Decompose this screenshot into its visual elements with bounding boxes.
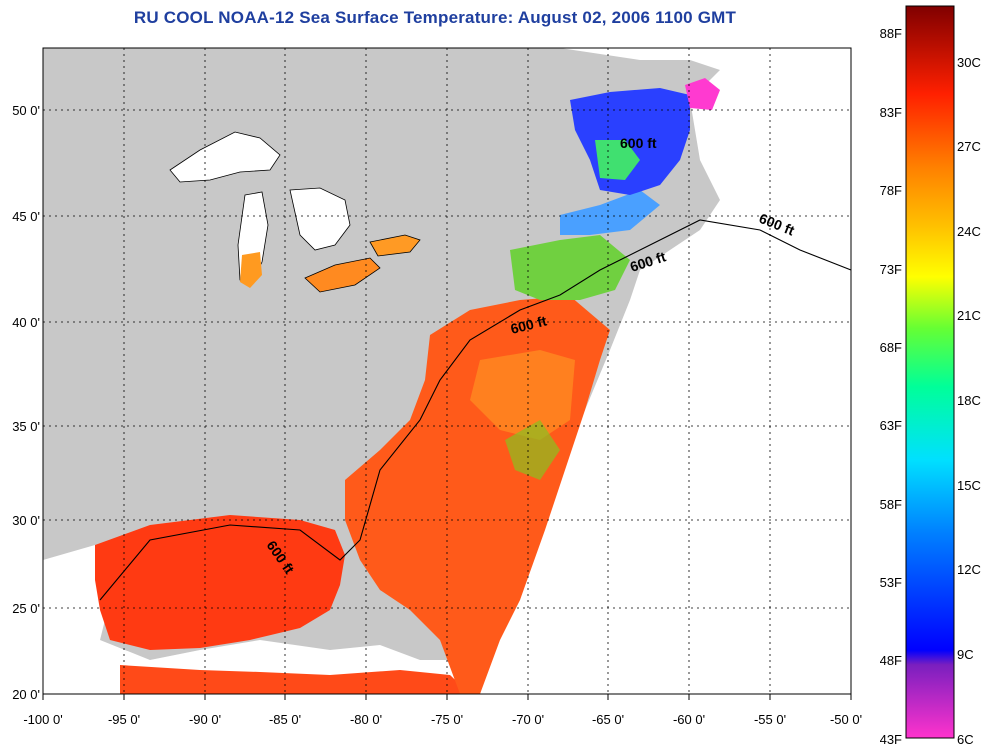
- lon-label: -60 0': [673, 712, 705, 727]
- colorbar-f-label: 78F: [880, 183, 902, 198]
- colorbar-c-label: 12C: [957, 562, 981, 577]
- colorbar-f-label: 58F: [880, 497, 902, 512]
- colorbar-gradient: [905, 5, 955, 739]
- st-lawrence-green: [595, 140, 640, 180]
- graticule: [43, 48, 851, 694]
- colorbar-f-label: 68F: [880, 340, 902, 355]
- lon-label: -75 0': [431, 712, 463, 727]
- sst-map: 600 ft 600 ft 600 ft 600 ft 600 ft -100 …: [12, 47, 862, 727]
- colorbar-c-label: 9C: [957, 647, 974, 662]
- lon-label: -100 0': [23, 712, 62, 727]
- lat-label: 50 0': [12, 103, 40, 118]
- colorbar-c-label: 30C: [957, 55, 981, 70]
- map-title: RU COOL NOAA-12 Sea Surface Temperature:…: [133, 8, 737, 27]
- lake-erie-sst: [304, 257, 381, 293]
- colorbar-f-label: 83F: [880, 105, 902, 120]
- lake-superior: [169, 131, 281, 183]
- lon-label: -55 0': [754, 712, 786, 727]
- lon-label: -70 0': [512, 712, 544, 727]
- gulf-no-data: [43, 545, 470, 694]
- contour-label-st-lawrence: 600 ft: [620, 135, 657, 151]
- lon-label: -50 0': [830, 712, 862, 727]
- nova-scotia-sst: [560, 190, 660, 235]
- lat-label: 35 0': [12, 419, 40, 434]
- colorbar-c-label: 27C: [957, 139, 981, 154]
- lake-michigan-sst: [240, 252, 262, 288]
- lat-label: 25 0': [12, 601, 40, 616]
- lon-label: -85 0': [269, 712, 301, 727]
- lat-label: 40 0': [12, 315, 40, 330]
- colorbar-f-label: 53F: [880, 575, 902, 590]
- lon-label: -65 0': [592, 712, 624, 727]
- temperature-colorbar: 88F 83F 78F 73F 68F 63F 58F 53F 48F 43F …: [880, 5, 981, 747]
- gulf-of-maine-sst: [510, 235, 630, 300]
- lon-ticks: [42, 694, 852, 700]
- caribbean-sst: [120, 665, 470, 694]
- atlantic-sst-cool-patch: [470, 350, 575, 440]
- colorbar-f-label: 63F: [880, 418, 902, 433]
- no-data-ocean: [470, 48, 851, 694]
- colorbar-f-label: 73F: [880, 262, 902, 277]
- lat-label: 30 0': [12, 513, 40, 528]
- bathymetry-contour: [99, 219, 852, 601]
- colorbar-c-label: 24C: [957, 224, 981, 239]
- atlantic-sst-green: [505, 420, 560, 480]
- lat-label: 45 0': [12, 209, 40, 224]
- gulf-sst: [95, 515, 345, 650]
- colorbar-f-label: 48F: [880, 653, 902, 668]
- lon-label: -80 0': [350, 712, 382, 727]
- labrador-magenta: [685, 78, 720, 110]
- colorbar-f-label: 43F: [880, 732, 902, 747]
- lon-label: -95 0': [108, 712, 140, 727]
- lake-huron: [289, 187, 351, 251]
- colorbar-c-label: 21C: [957, 308, 981, 323]
- lake-ontario-sst: [369, 234, 421, 257]
- colorbar-f-label: 88F: [880, 26, 902, 41]
- colorbar-c-label: 6C: [957, 732, 974, 747]
- lon-label: -90 0': [189, 712, 221, 727]
- colorbar-c-label: 18C: [957, 393, 981, 408]
- colorbar-c-label: 15C: [957, 478, 981, 493]
- lat-label: 20 0': [12, 687, 40, 702]
